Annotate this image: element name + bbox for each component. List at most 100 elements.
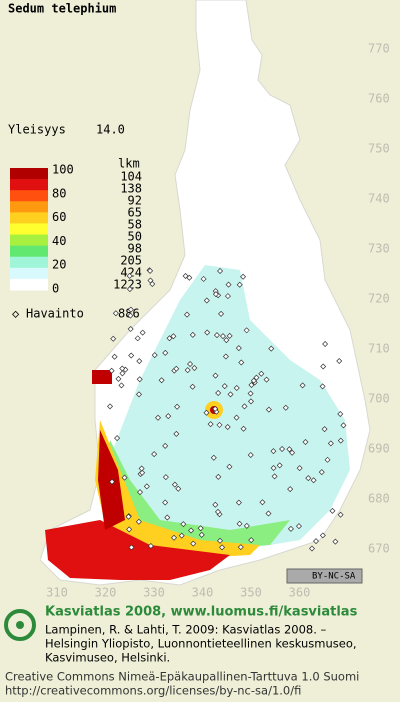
observation-symbol <box>302 439 309 445</box>
observation-symbol <box>247 390 254 397</box>
north-grid-label: 710 <box>368 342 390 356</box>
observation-symbol <box>165 413 172 420</box>
observation-symbol <box>207 421 214 428</box>
north-grid-label: 750 <box>368 142 390 156</box>
observation-symbol <box>282 404 289 411</box>
observation-symbol <box>243 522 250 529</box>
observation-symbol <box>236 281 243 288</box>
observation-symbol <box>127 312 134 319</box>
legend-count: 50 <box>128 230 142 244</box>
observation-symbol <box>212 291 219 298</box>
east-grid-label: 330 <box>143 586 165 600</box>
north-grid-label: 740 <box>368 192 390 206</box>
observation-symbol <box>226 463 233 470</box>
east-grid-label: 310 <box>46 586 68 600</box>
observation-symbol <box>112 310 119 317</box>
observation-symbol <box>219 333 226 340</box>
observation-symbol <box>337 411 344 418</box>
observation-symbol <box>295 523 302 530</box>
observation-symbol <box>135 391 142 398</box>
observation-symbol <box>107 403 114 410</box>
observation-symbol <box>324 456 331 463</box>
observation-symbol <box>219 544 226 551</box>
observation-symbol <box>243 327 250 334</box>
legend-swatch <box>10 168 48 180</box>
observation-symbol <box>270 448 277 455</box>
observation-symbol <box>134 335 141 342</box>
observation-symbol <box>263 376 270 383</box>
observation-symbol <box>235 345 242 352</box>
observation-symbol <box>187 360 194 367</box>
observation-symbol <box>143 483 150 490</box>
observation-symbol <box>178 532 185 539</box>
observation-symbol <box>162 442 169 449</box>
observation-symbol <box>305 475 312 482</box>
observation-symbol <box>151 352 158 359</box>
observation-symbol <box>222 353 229 360</box>
observation-symbol <box>180 521 187 528</box>
observation-symbol <box>299 382 306 389</box>
observation-symbol <box>250 377 257 384</box>
observation-symbol <box>136 376 143 383</box>
observation-symbol <box>233 414 240 421</box>
patch-high <box>95 420 260 560</box>
observation-symbol <box>247 452 254 459</box>
legend-count: 65 <box>128 206 142 220</box>
observation-symbol <box>340 422 347 429</box>
observation-symbol <box>268 345 275 352</box>
legend-swatch <box>10 190 48 202</box>
north-grid-label: 720 <box>368 292 390 306</box>
observation-symbol <box>184 367 191 374</box>
logo <box>4 609 36 641</box>
observation-symbol <box>198 531 205 538</box>
observation-symbol <box>197 525 204 532</box>
frequency-value: 14.0 <box>96 123 125 137</box>
observation-symbol <box>240 425 247 432</box>
observation-symbol <box>119 370 126 377</box>
observation-symbol <box>204 329 211 336</box>
observation-symbol <box>313 538 320 545</box>
observation-symbol <box>233 385 240 392</box>
north-grid-label: 700 <box>368 392 390 406</box>
observation-symbol <box>238 359 245 366</box>
observation-symbol <box>213 332 220 339</box>
observations-label: Havainto <box>26 307 84 321</box>
east-grid-label: 360 <box>289 586 311 600</box>
observation-symbol <box>327 440 334 447</box>
observation-symbol <box>212 405 219 412</box>
legend-count: 424 <box>120 266 142 280</box>
observation-symbol <box>184 311 191 318</box>
observation-symbol <box>310 477 317 484</box>
observation-symbol <box>236 520 243 527</box>
legend-swatch <box>10 234 48 247</box>
observation-symbol <box>271 473 278 480</box>
observation-symbol <box>320 363 327 370</box>
observation-symbol <box>319 532 326 539</box>
legend-count: 205 <box>120 254 142 268</box>
observation-symbol <box>321 426 328 433</box>
citation-line: Helsingin Yliopisto, Luonnontieteellinen… <box>45 637 357 651</box>
observation-symbol <box>217 537 224 544</box>
observation-symbol <box>224 293 231 300</box>
license-line: Creative Commons Nimeä-Epäkaupallinen-Ta… <box>5 670 359 684</box>
north-grid-label: 730 <box>368 242 390 256</box>
observation-symbol <box>248 537 255 544</box>
observation-symbol <box>337 511 344 518</box>
observation-symbol <box>175 485 182 492</box>
observation-symbol <box>329 507 336 514</box>
observation-symbol <box>221 383 228 390</box>
observation-symbol <box>155 414 162 421</box>
frequency-label: Yleisyys <box>8 123 66 137</box>
observation-symbol <box>115 375 122 382</box>
observation-symbol <box>191 365 198 372</box>
observation-symbol <box>164 514 171 521</box>
observation-symbol <box>126 272 133 279</box>
observation-symbol <box>322 341 329 348</box>
observation-symbol <box>162 474 169 481</box>
observation-symbol <box>114 435 121 442</box>
legend-swatch <box>10 245 48 258</box>
north-grid-label: 690 <box>368 442 390 456</box>
observation-symbol <box>212 501 219 508</box>
